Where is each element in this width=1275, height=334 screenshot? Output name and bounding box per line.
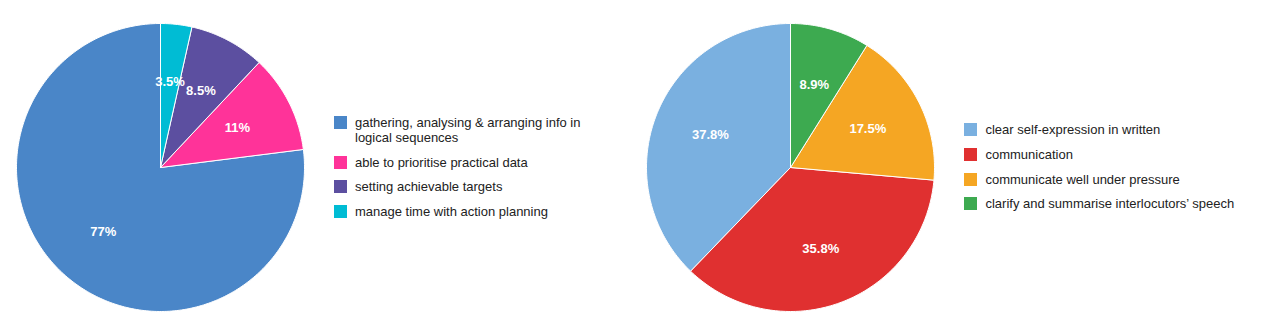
svg-text:8.5%: 8.5% xyxy=(186,83,216,98)
html-text:gathering, analysing & arrangi: gathering, analysing & arranging info in… xyxy=(355,114,581,146)
html-text:communicate well under pressur: communicate well under pressure xyxy=(985,171,1180,187)
svg-text:8.9%: 8.9% xyxy=(800,77,830,92)
svg-text:35.8%: 35.8% xyxy=(803,241,840,256)
html-text:setting achievable targets: setting achievable targets xyxy=(355,179,503,195)
svg-text:77%: 77% xyxy=(90,224,116,239)
svg-text:17.5%: 17.5% xyxy=(850,121,887,136)
html-text:communication: communication xyxy=(985,146,1073,162)
html-text:able to prioritise practical d: able to prioritise practical data xyxy=(355,154,528,170)
svg-text:3.5%: 3.5% xyxy=(155,74,185,89)
svg-text:37.8%: 37.8% xyxy=(692,127,729,142)
html-text:clarify and summarise interloc: clarify and summarise interlocutors’ spe… xyxy=(985,196,1235,212)
html-text:clear self-expression in writt: clear self-expression in written xyxy=(985,122,1161,138)
html-text:manage time with action planni: manage time with action planning xyxy=(355,203,548,219)
svg-text:11%: 11% xyxy=(225,120,251,135)
